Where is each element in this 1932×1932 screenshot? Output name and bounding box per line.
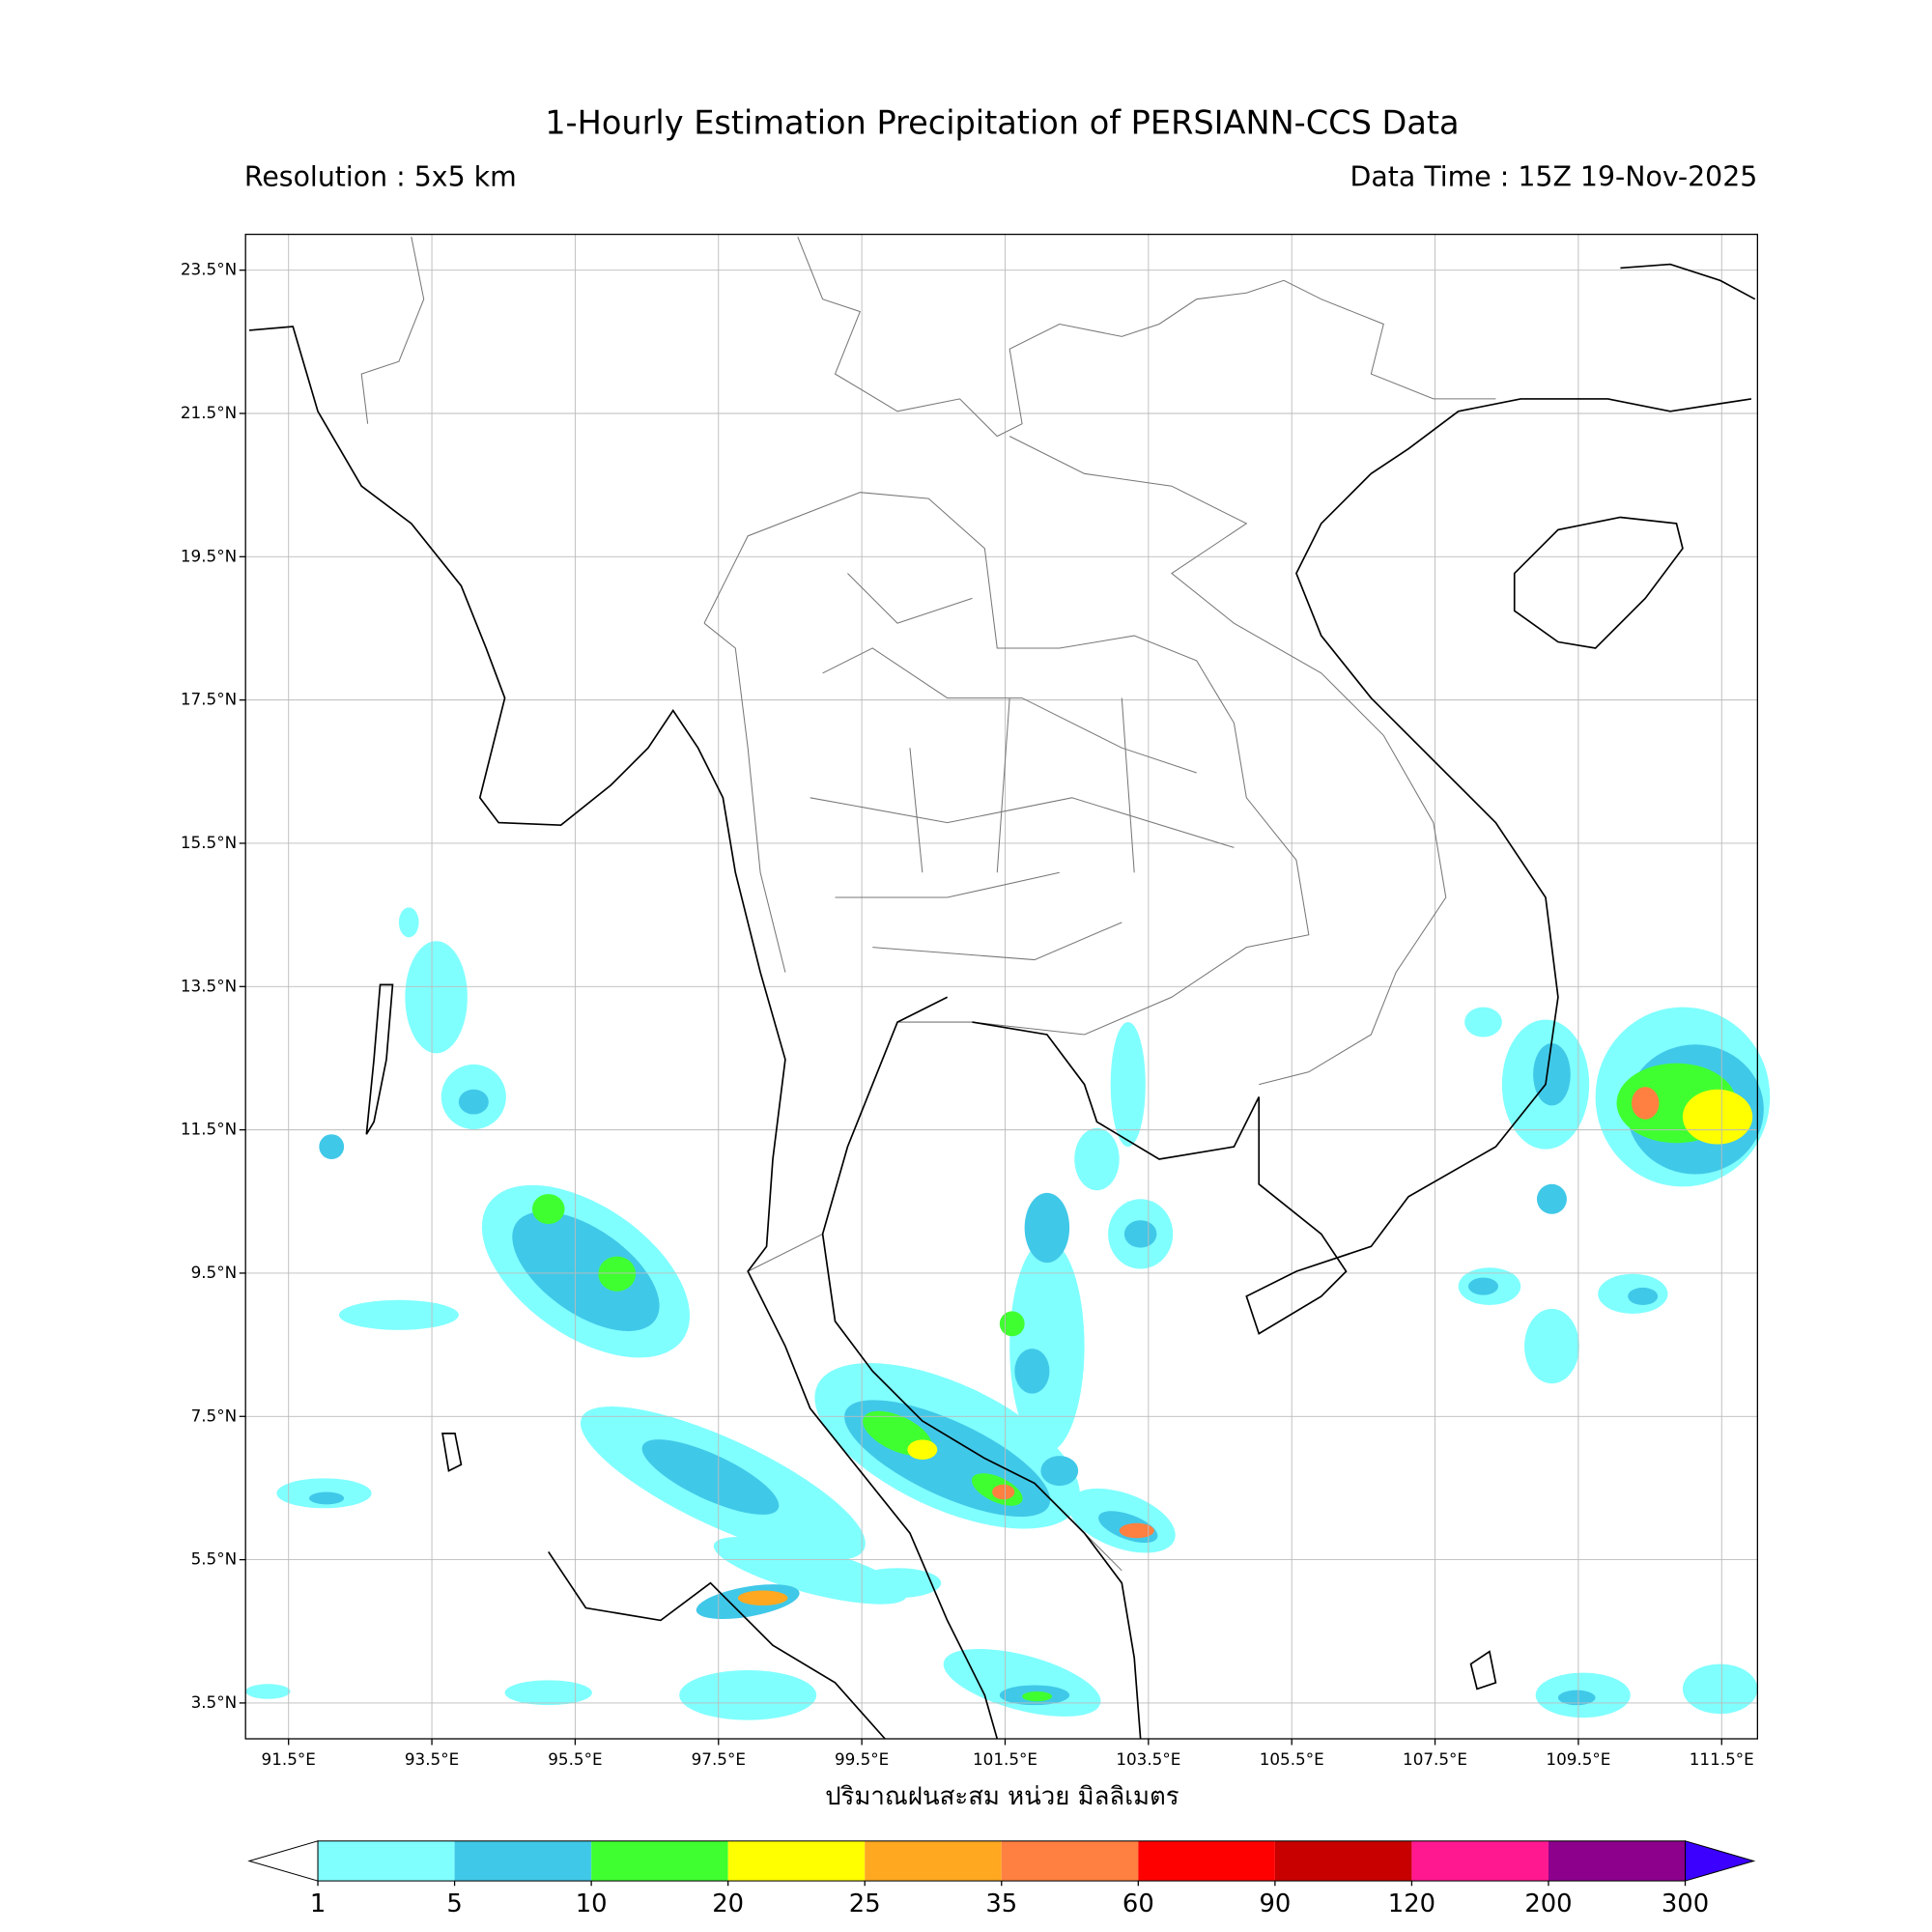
colorbar-box: [1548, 1840, 1686, 1882]
y-tick-label: 21.5°N: [181, 403, 237, 422]
y-tick-label: 9.5°N: [191, 1263, 238, 1282]
colorbar-label: 5: [446, 1889, 462, 1918]
resolution: Resolution : 5x5 km: [244, 161, 517, 193]
graticule: [245, 234, 1758, 1739]
x-tick-label: 105.5°E: [1260, 1749, 1324, 1769]
colorbar-label: 60: [1122, 1889, 1154, 1918]
colorbar-box: [318, 1840, 455, 1882]
x-tick-label: 103.5°E: [1116, 1749, 1180, 1769]
colorbar-label: 1: [310, 1889, 326, 1918]
colorbar-over: [1684, 1840, 1756, 1882]
x-tick-label: 111.5°E: [1690, 1749, 1754, 1769]
y-tick-label: 5.5°N: [191, 1549, 238, 1569]
x-tick-label: 109.5°E: [1546, 1749, 1610, 1769]
y-tick-label: 13.5°N: [181, 976, 237, 995]
colorbar-under: [247, 1840, 319, 1882]
x-tick-label: 91.5°E: [262, 1749, 316, 1769]
colorbar-label: 90: [1259, 1889, 1291, 1918]
y-tick-label: 7.5°N: [191, 1406, 238, 1425]
x-tick-label: 95.5°E: [548, 1749, 602, 1769]
y-tick-label: 23.5°N: [181, 260, 237, 279]
colorbar-label: 120: [1388, 1889, 1435, 1918]
title: 1-Hourly Estimation Precipitation of PER…: [545, 104, 1459, 142]
y-tick-label: 17.5°N: [181, 690, 237, 709]
x-tick-label: 97.5°E: [692, 1749, 746, 1769]
data-time: Data Time : 15Z 19-Nov-2025: [1350, 161, 1758, 193]
coastline: [248, 263, 1756, 1740]
y-tick-label: 15.5°N: [181, 833, 237, 852]
y-tick-label: 3.5°N: [191, 1692, 238, 1712]
colorbar-box: [1411, 1840, 1548, 1882]
colorbar-label: 300: [1662, 1889, 1709, 1918]
colorbar-box: [1138, 1840, 1275, 1882]
colorbar-label: 20: [712, 1889, 744, 1918]
y-tick-label: 19.5°N: [181, 546, 237, 565]
colorbar-box: [1274, 1840, 1412, 1882]
colorbar-box: [727, 1840, 866, 1882]
colorbar-label: 35: [985, 1889, 1017, 1918]
x-tick-label: 107.5°E: [1403, 1749, 1467, 1769]
colorbar: 1 5 10 20 25 35 60 90 120 200 300: [247, 1840, 1756, 1918]
borders: [360, 236, 1496, 1572]
x-tick-label: 99.5°E: [835, 1749, 889, 1769]
colorbar-label: 200: [1524, 1889, 1572, 1918]
rain-field: [245, 907, 1771, 1720]
x-axis-label: ปริมาณฝนสะสม หน่วย มิลลิเมตร: [825, 1782, 1179, 1811]
y-tick-label: 11.5°N: [181, 1120, 237, 1139]
x-tick-label: 101.5°E: [973, 1749, 1037, 1769]
colorbar-box: [454, 1840, 592, 1882]
colorbar-box: [865, 1840, 1002, 1882]
colorbar-box: [1001, 1840, 1139, 1882]
colorbar-box: [591, 1840, 728, 1882]
x-tick-label: 93.5°E: [405, 1749, 459, 1769]
colorbar-label: 25: [849, 1889, 881, 1918]
colorbar-label: 10: [576, 1889, 608, 1918]
